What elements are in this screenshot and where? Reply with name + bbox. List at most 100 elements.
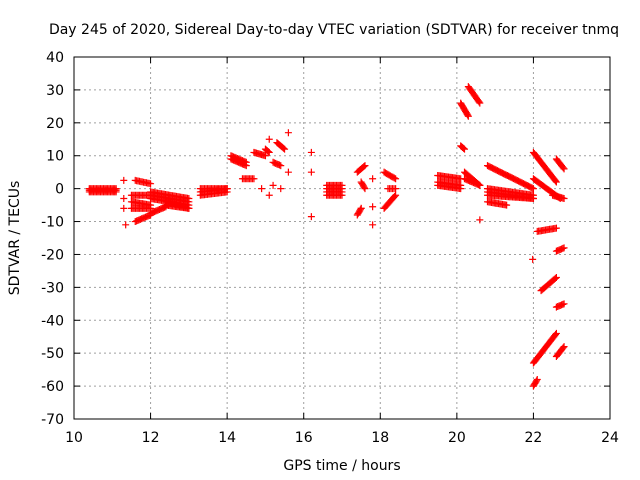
x-tick-label: 12	[142, 430, 160, 446]
data-point	[552, 224, 560, 232]
data-point	[464, 112, 472, 120]
x-axis-label: GPS time / hours	[283, 458, 400, 474]
data-point	[242, 162, 250, 170]
y-axis-label: SDTVAR / TECUs	[7, 181, 23, 296]
data-point	[369, 175, 377, 183]
data-point	[277, 162, 285, 170]
data-point	[265, 148, 273, 156]
data-point	[475, 98, 483, 106]
data-point	[476, 216, 484, 224]
data-point	[265, 191, 273, 199]
data-point	[392, 185, 400, 193]
data-point	[552, 329, 560, 337]
y-tick-label: 0	[55, 182, 64, 198]
data-point	[281, 145, 289, 153]
data-point	[120, 204, 128, 212]
data-point	[529, 255, 537, 263]
data-point	[529, 185, 537, 193]
data-point	[391, 192, 399, 200]
data-point	[356, 206, 364, 214]
data-point	[112, 186, 120, 194]
data-point	[261, 152, 269, 160]
data-point	[560, 343, 568, 351]
data-point	[560, 195, 568, 203]
y-tick-label: -40	[41, 313, 64, 329]
x-tick-label: 24	[601, 430, 619, 446]
y-tick-label: 40	[46, 50, 64, 66]
data-point	[250, 175, 258, 183]
y-tick-label: 10	[46, 149, 64, 165]
data-point	[284, 129, 292, 137]
data-point	[361, 162, 369, 170]
y-tick-label: -60	[41, 379, 64, 395]
data-point	[457, 181, 465, 189]
data-point	[559, 164, 567, 172]
x-tick-label: 10	[65, 430, 83, 446]
data-point	[560, 165, 568, 173]
data-point	[122, 221, 130, 229]
data-marks	[85, 83, 568, 390]
data-point	[552, 273, 560, 281]
data-point	[390, 174, 398, 182]
data-point	[258, 185, 266, 193]
data-point	[552, 177, 560, 185]
x-tick-label: 14	[218, 430, 236, 446]
data-point	[120, 195, 128, 203]
data-point	[357, 204, 365, 212]
data-point	[560, 244, 568, 252]
data-point	[307, 168, 315, 176]
data-point	[269, 181, 277, 189]
data-point	[528, 184, 536, 192]
data-point	[147, 180, 155, 188]
y-tick-label: -20	[41, 247, 64, 263]
data-point	[392, 175, 400, 183]
data-point	[476, 181, 484, 189]
data-point	[392, 191, 400, 199]
y-tick-label: -70	[41, 412, 64, 428]
x-tick-label: 16	[295, 430, 313, 446]
data-point	[560, 300, 568, 308]
axis-ticks: 10 12 14 16 18 20 22 24 -70 -60 -50 -40 -30 -20 -10 0 10…	[41, 50, 619, 446]
y-tick-label: 30	[46, 83, 64, 99]
data-point	[307, 213, 315, 221]
data-point	[460, 144, 468, 152]
data-point	[369, 203, 377, 211]
data-point	[120, 176, 128, 184]
x-tick-label: 18	[371, 430, 389, 446]
x-tick-label: 20	[448, 430, 466, 446]
y-tick-label: -50	[41, 346, 64, 362]
data-point	[464, 111, 472, 119]
x-tick-label: 22	[525, 430, 543, 446]
data-point	[551, 274, 559, 282]
data-point	[279, 144, 287, 152]
data-point	[264, 148, 272, 156]
data-point	[559, 344, 567, 352]
chart-title: Day 245 of 2020, Sidereal Day-to-day VTE…	[49, 22, 619, 38]
data-point	[361, 185, 369, 193]
data-point	[223, 185, 231, 193]
data-point	[265, 135, 273, 143]
data-point	[503, 201, 511, 209]
plot-frame	[73, 56, 611, 420]
data-point	[369, 221, 377, 229]
data-point	[552, 331, 560, 339]
y-tick-label: -10	[41, 215, 64, 231]
grid	[74, 57, 610, 419]
data-point	[360, 163, 368, 171]
data-point	[533, 376, 541, 384]
data-point	[552, 178, 560, 186]
data-point	[307, 148, 315, 156]
data-point	[277, 185, 285, 193]
y-tick-label: 20	[46, 116, 64, 132]
data-point	[476, 99, 484, 107]
y-tick-label: -30	[41, 280, 64, 296]
data-point	[284, 168, 292, 176]
data-point	[461, 145, 469, 153]
data-point	[338, 191, 346, 199]
data-point	[532, 377, 540, 385]
data-point	[360, 183, 368, 191]
data-point	[185, 204, 193, 212]
data-point	[529, 195, 537, 203]
